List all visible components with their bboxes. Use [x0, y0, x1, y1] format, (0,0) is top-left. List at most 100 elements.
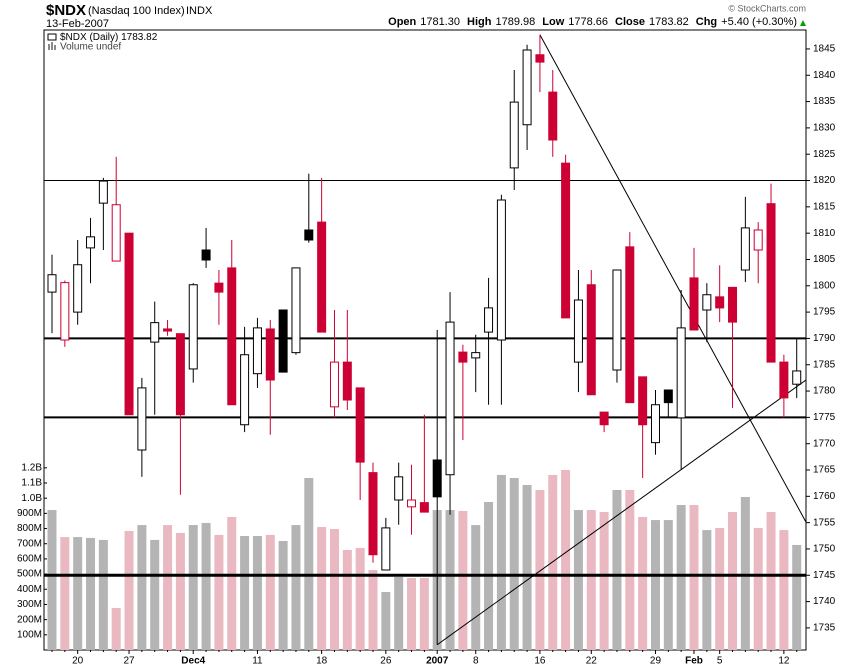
candle-body — [471, 352, 481, 359]
volume-bar — [278, 540, 288, 650]
y2-tick-label: 600M — [17, 554, 42, 565]
y-tick-label: 1845 — [813, 44, 836, 55]
volume-bar — [47, 510, 57, 650]
volume-bar — [676, 505, 686, 650]
legend-icon — [51, 42, 53, 50]
y2-tick-label: 400M — [17, 584, 42, 595]
candle-body — [98, 180, 108, 204]
volume-bar — [201, 522, 211, 650]
x-tick-label: 16 — [534, 656, 546, 667]
candle-body — [535, 54, 545, 63]
y2-tick-label: 700M — [17, 538, 42, 549]
candle-layer — [47, 34, 802, 645]
candle-body — [355, 387, 365, 463]
quote-label: Open — [388, 16, 416, 28]
candle-body — [509, 101, 519, 169]
volume-bar — [163, 525, 173, 650]
y-tick-label: 1830 — [813, 123, 836, 134]
candle-body — [792, 370, 802, 385]
candle-body — [638, 376, 648, 426]
volume-bar — [368, 569, 378, 650]
volume-bar — [214, 534, 224, 650]
candle-body — [240, 354, 250, 426]
volume-bar — [612, 489, 622, 650]
candle-body — [86, 236, 96, 249]
y-tick-label: 1765 — [813, 465, 836, 476]
candle-body — [150, 322, 160, 343]
candle-body — [278, 309, 288, 373]
y2-tick-label: 900M — [17, 508, 42, 519]
y-tick-label: 1750 — [813, 544, 836, 555]
candle-body — [740, 227, 750, 271]
candle-body — [137, 387, 147, 451]
volume-bar — [60, 537, 70, 650]
quote-value: 1778.66 — [568, 16, 608, 28]
candle-body — [458, 351, 468, 363]
volume-bar — [535, 489, 545, 650]
y-tick-label: 1745 — [813, 570, 836, 581]
y2-tick-label: 300M — [17, 599, 42, 610]
volume-bar — [445, 510, 455, 650]
volume-bar — [715, 527, 725, 650]
candle-body — [496, 199, 506, 341]
y-tick-label: 1790 — [813, 333, 836, 344]
volume-bar — [599, 512, 609, 650]
volume-bar — [586, 510, 596, 650]
legend-icon — [54, 45, 56, 50]
y-tick-label: 1770 — [813, 438, 836, 449]
y2-tick-label: 100M — [17, 629, 42, 640]
x-tick-label: 29 — [650, 656, 662, 667]
x-tick-label: 12 — [778, 656, 790, 667]
legend-icon — [48, 44, 50, 50]
legend-label: $NDX (Daily) — [60, 32, 118, 43]
volume-bar — [458, 510, 468, 650]
volume-bar — [509, 477, 519, 650]
candle-body — [394, 476, 404, 501]
candle-body — [124, 232, 134, 416]
x-tick-label: 11 — [252, 656, 263, 667]
y-tick-label: 1740 — [813, 596, 836, 607]
candle-body — [111, 204, 121, 262]
volume-bar — [496, 474, 506, 650]
volume-bar — [317, 527, 327, 650]
candle-body — [201, 249, 211, 261]
volume-bar — [689, 505, 699, 650]
candle-body — [252, 327, 262, 375]
x-tick-label: Feb — [685, 656, 703, 667]
x-tick-label: Dec4 — [181, 656, 205, 667]
volume-bar — [573, 510, 583, 650]
legend-icon — [47, 33, 57, 41]
volume-bar — [86, 537, 96, 650]
candle-body — [342, 361, 352, 401]
quote-value: 1789.98 — [496, 16, 536, 28]
y-tick-label: 1775 — [813, 412, 836, 423]
x-tick-label: 27 — [123, 656, 135, 667]
candle-body — [368, 472, 378, 556]
quote-value: +5.40 (+0.30%) — [721, 16, 797, 28]
y-tick-label: 1755 — [813, 517, 836, 528]
volume-bar — [73, 537, 83, 650]
candle-body — [214, 282, 224, 293]
volume-bar — [150, 539, 160, 650]
y-tick-label: 1825 — [813, 149, 836, 160]
candle-body — [432, 459, 442, 498]
y2-tick-label: 1.1B — [21, 478, 42, 489]
x-tick-label: 22 — [586, 656, 598, 667]
candle-body — [484, 307, 494, 333]
volume-bar — [381, 592, 391, 650]
volume-bar — [548, 474, 558, 650]
volume-bar — [137, 525, 147, 650]
volume-bar — [663, 520, 673, 650]
quote: Open 1781.30 High 1789.98 Low 1778.66 Close 178… — [388, 16, 797, 28]
candle-body — [689, 277, 699, 331]
x-tick-label: 2007 — [426, 656, 449, 667]
volume-bar — [227, 517, 237, 650]
candle-body — [304, 229, 314, 241]
volume-bar — [175, 532, 185, 650]
x-tick-label: 8 — [473, 656, 479, 667]
volume-bar — [650, 520, 660, 650]
candle-body — [766, 203, 776, 363]
volume-bar — [304, 477, 314, 650]
volume-bar — [407, 578, 417, 650]
candle-body — [573, 299, 583, 363]
